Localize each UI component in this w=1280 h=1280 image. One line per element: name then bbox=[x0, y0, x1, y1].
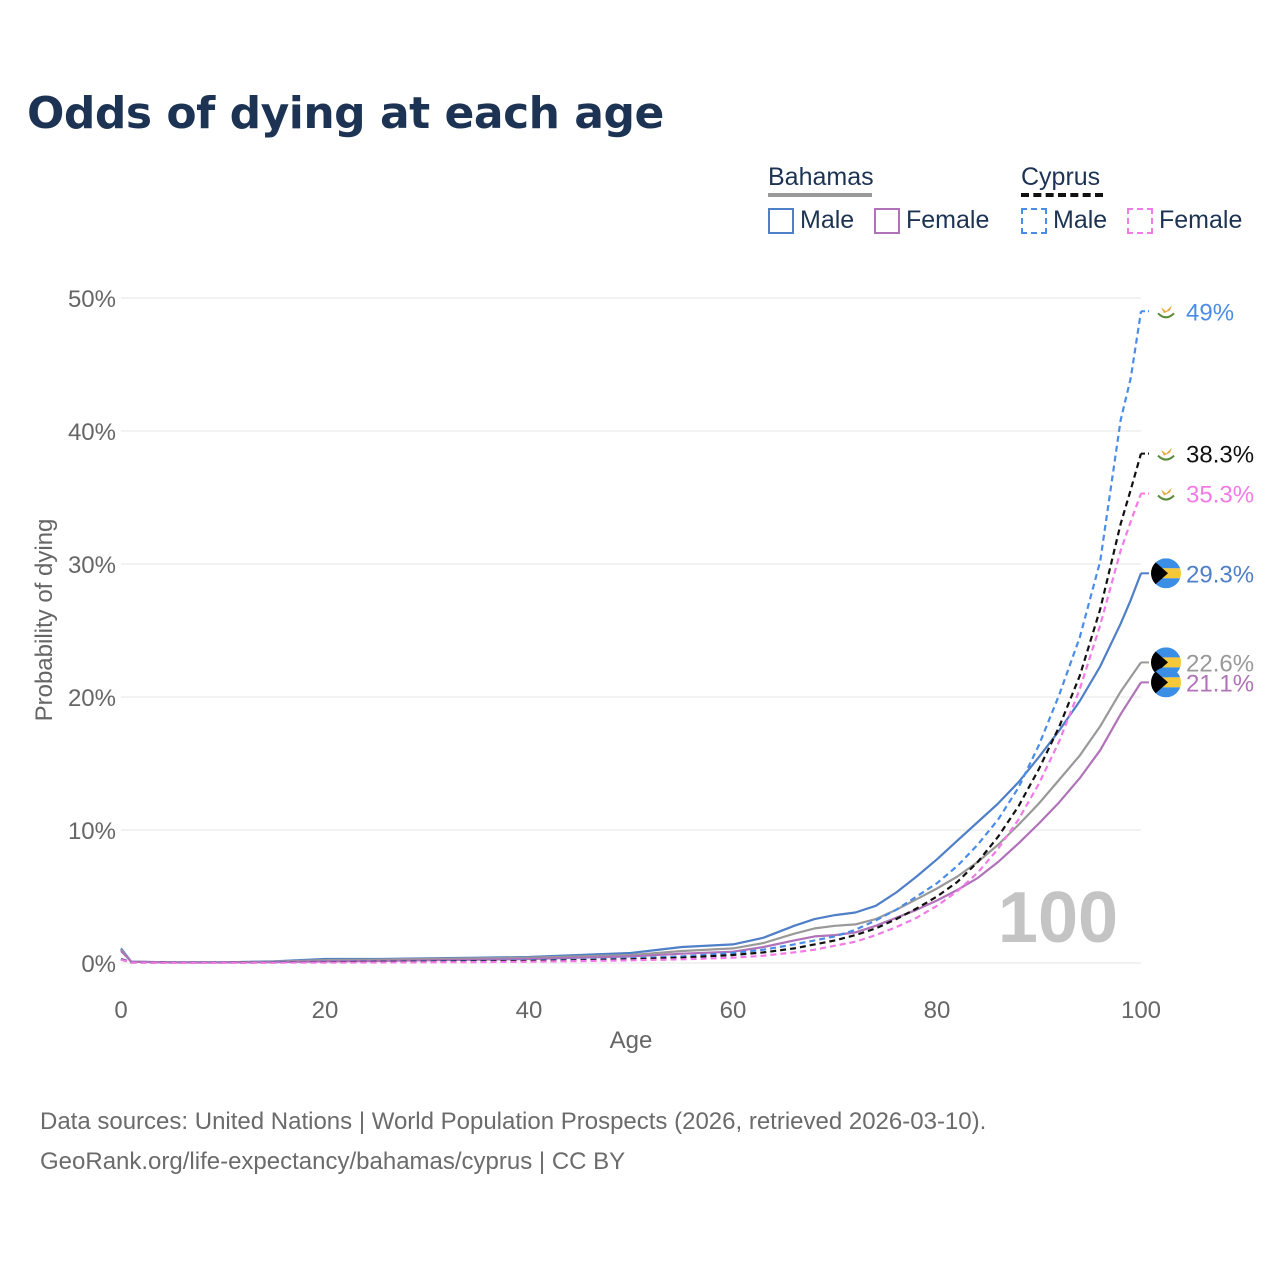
y-tick-label: 40% bbox=[68, 419, 116, 446]
end-markers: 29.3% 22.6%21.1% 49% 38.3% 35.3% bbox=[1141, 298, 1254, 698]
series-line-bahamas-total bbox=[120, 661, 1142, 964]
legend-item-label: Male bbox=[1053, 206, 1108, 234]
x-tick-label: 100 bbox=[1121, 997, 1161, 1024]
legend-item-bahamas-male[interactable]: Male bbox=[768, 206, 854, 235]
y-tick-label: 10% bbox=[68, 818, 116, 845]
flag-cyprus-icon bbox=[1153, 440, 1179, 467]
legend-swatch bbox=[1021, 207, 1047, 234]
x-tick-label: 20 bbox=[312, 997, 339, 1024]
legend-item-label: Male bbox=[800, 206, 855, 234]
end-value-label: 22.6% bbox=[1186, 650, 1254, 677]
legend-item-bahamas-female[interactable]: Female bbox=[874, 206, 989, 235]
legend-country-cyprus: Cyprus bbox=[1021, 163, 1103, 197]
series-line-cyprus-male bbox=[120, 311, 1143, 964]
end-value-label: 38.3% bbox=[1186, 442, 1254, 469]
legend-item-cyprus-male[interactable]: Male bbox=[1021, 206, 1107, 235]
x-axis: 0 20 40 60 80 100 bbox=[114, 997, 1161, 1024]
legend-swatch bbox=[1127, 207, 1153, 234]
flag-bahamas-icon bbox=[1151, 558, 1181, 589]
end-value-label: 49% bbox=[1186, 299, 1234, 326]
y-axis: 0% 10% 20% 30% 40% 50% bbox=[68, 286, 116, 978]
flag-bahamas-icon bbox=[1151, 667, 1181, 698]
legend-country-bahamas: Bahamas bbox=[768, 163, 874, 197]
y-tick-label: 20% bbox=[68, 685, 116, 712]
footer-sources: Data sources: United Nations | World Pop… bbox=[40, 1108, 987, 1135]
legend-underline-bahamas bbox=[768, 193, 872, 197]
legend-country-label: Bahamas bbox=[768, 163, 874, 191]
footer-link[interactable]: GeoRank.org/life-expectancy/bahamas/cypr… bbox=[40, 1148, 626, 1175]
flag-cyprus-icon bbox=[1153, 298, 1179, 325]
series-line-bahamas-female bbox=[120, 681, 1142, 964]
y-tick-label: 0% bbox=[81, 951, 116, 978]
y-axis-label: Probability of dying bbox=[31, 519, 58, 722]
end-value-label: 35.3% bbox=[1186, 482, 1254, 509]
legend-item-cyprus-female[interactable]: Female bbox=[1127, 206, 1242, 235]
grid bbox=[121, 297, 1141, 964]
chart-title: Odds of dying at each age bbox=[27, 88, 664, 139]
y-tick-label: 30% bbox=[68, 552, 116, 579]
x-axis-label: Age bbox=[610, 1027, 653, 1054]
end-value-label: 21.1% bbox=[1186, 670, 1254, 697]
legend-country-label: Cyprus bbox=[1021, 163, 1101, 191]
legend-item-label: Female bbox=[906, 206, 990, 234]
legend-item-label: Female bbox=[1159, 206, 1243, 234]
legend-underline-cyprus bbox=[1021, 193, 1103, 197]
flag-cyprus-icon bbox=[1153, 480, 1179, 507]
legend-swatch bbox=[874, 207, 900, 234]
series-line-cyprus-total bbox=[120, 453, 1143, 964]
x-tick-label: 40 bbox=[516, 997, 543, 1024]
series-line-bahamas-male bbox=[120, 572, 1143, 964]
legend-swatch bbox=[768, 207, 794, 234]
x-tick-label: 60 bbox=[720, 997, 747, 1024]
chart-svg: 100 0% 10% 20% 30% 40% 50% 0 20 40 60 80 100 29.3%… bbox=[31, 286, 1254, 1054]
series-line-cyprus-female bbox=[120, 493, 1143, 965]
watermark-age: 100 bbox=[998, 878, 1118, 958]
x-tick-label: 80 bbox=[924, 997, 951, 1024]
series-group bbox=[120, 311, 1143, 965]
x-tick-label: 0 bbox=[114, 997, 127, 1024]
end-value-label: 29.3% bbox=[1186, 561, 1254, 588]
y-tick-label: 50% bbox=[68, 286, 116, 313]
